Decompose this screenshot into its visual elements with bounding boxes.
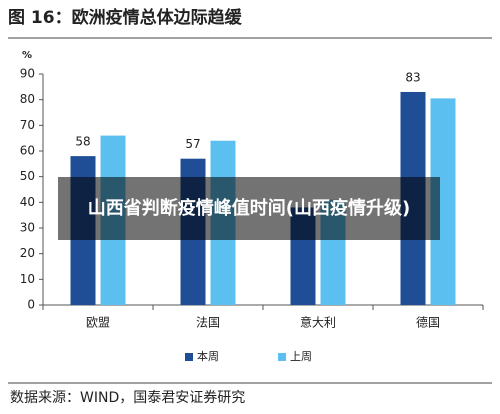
x-tick-label: 欧盟 (86, 316, 110, 330)
value-label: 57 (185, 137, 200, 151)
y-tick-label: 30 (20, 221, 35, 235)
value-label: 58 (75, 135, 90, 149)
y-tick-label: 80 (20, 92, 35, 106)
source: 数据来源：WIND，国泰君安证券研究 (10, 390, 245, 406)
x-tick-label: 德国 (416, 315, 440, 330)
y-tick-label: 50 (20, 169, 35, 183)
y-tick-label: 40 (20, 195, 35, 209)
legend-swatch (278, 353, 286, 361)
x-tick-label: 法国 (196, 316, 220, 330)
y-tick-label: 0 (27, 298, 35, 312)
y-tick-label: 10 (20, 272, 35, 286)
y-tick-label: 70 (20, 118, 35, 132)
legend-label: 本周 (197, 349, 219, 363)
x-tick-label: 意大利 (300, 315, 336, 330)
y-tick-label: 20 (20, 246, 35, 260)
legend-label: 上周 (290, 350, 312, 363)
overlay-banner: 山西省判断疫情峰值时间(山西疫情升级) (58, 177, 440, 240)
y-tick-label: 60 (20, 144, 35, 158)
legend-swatch (185, 353, 193, 361)
y-unit: % (22, 50, 32, 61)
chart-title: 图 16：欧洲疫情总体边际趋缓 (8, 7, 243, 28)
y-tick-label: 90 (20, 67, 35, 81)
value-label: 83 (405, 70, 420, 84)
